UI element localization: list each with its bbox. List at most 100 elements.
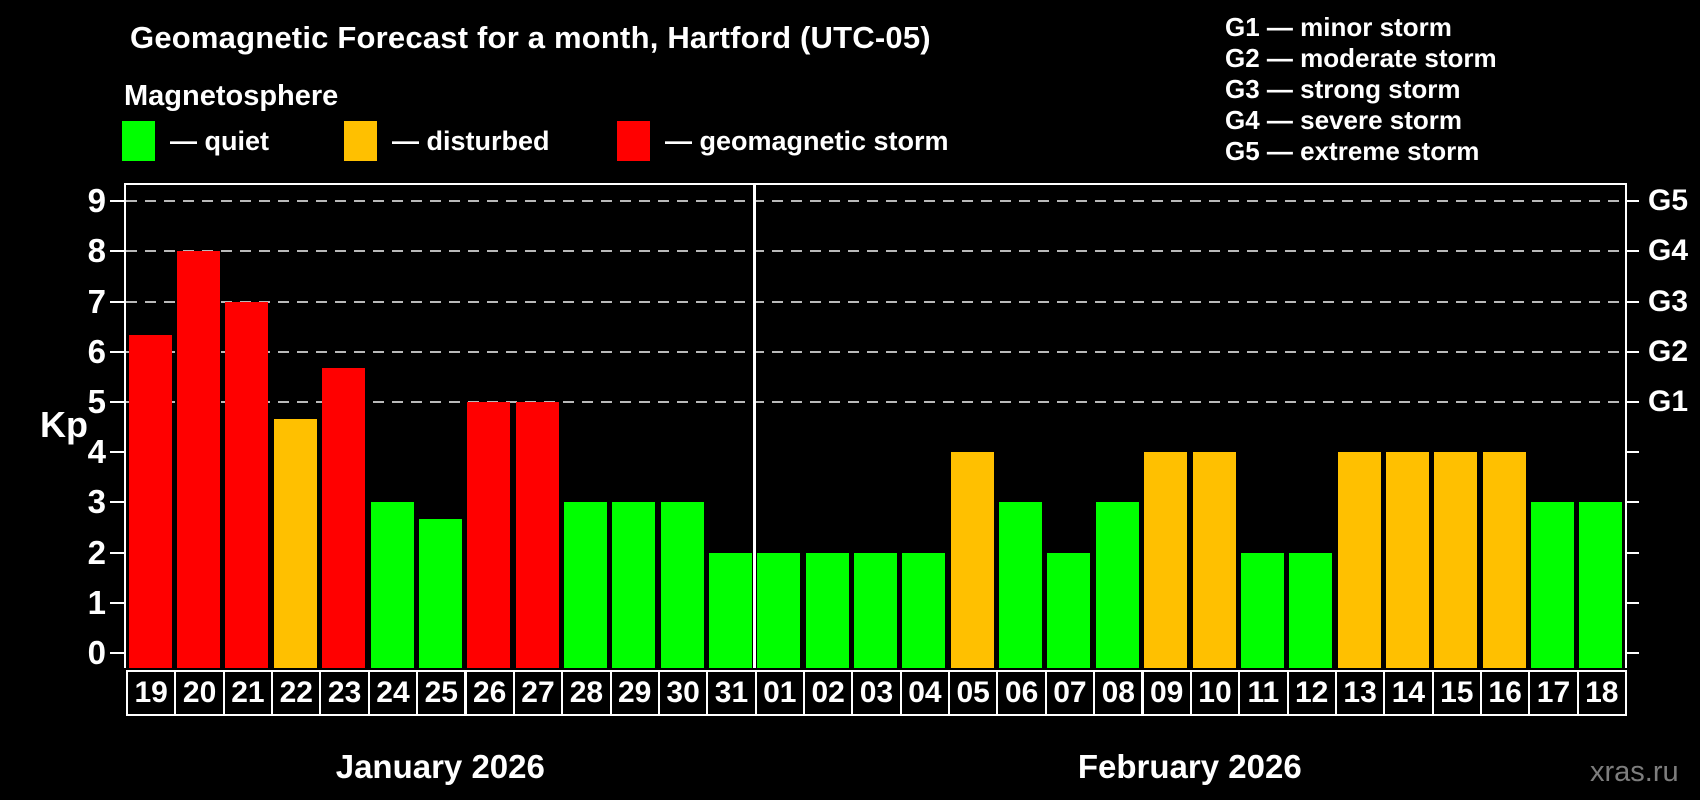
kp-bar-day-08: [1095, 502, 1139, 668]
day-label-21: 21: [222, 670, 274, 716]
right-axis-tick: [1625, 451, 1639, 454]
magnetosphere-subtitle: Magnetosphere: [124, 80, 339, 112]
y-axis-tick: [110, 551, 124, 554]
kp-bar-day-02: [805, 552, 849, 668]
y-axis-tick-label: 1: [87, 583, 106, 621]
day-label-06: 06: [996, 670, 1047, 716]
plot-frame: [124, 183, 1627, 668]
right-axis-tick: [1625, 300, 1639, 303]
day-label-26: 26: [464, 670, 515, 716]
day-label-11: 11: [1238, 670, 1289, 716]
day-label-18: 18: [1576, 670, 1627, 716]
y-axis-tick: [110, 200, 124, 203]
kp-bar-day-04: [902, 552, 946, 668]
day-label-08: 08: [1093, 670, 1144, 716]
kp-bar-day-26: [467, 402, 511, 668]
day-label-27: 27: [512, 670, 564, 716]
kp-bar-day-11: [1240, 552, 1284, 668]
y-axis-tick: [110, 350, 124, 353]
day-label-16: 16: [1479, 670, 1531, 716]
month-label-february: February 2026: [1077, 748, 1302, 785]
day-label-19: 19: [126, 670, 177, 716]
kp-bar-day-15: [1434, 452, 1478, 668]
kp-bar-day-25: [418, 519, 462, 668]
watermark: xras.ru: [1590, 756, 1679, 788]
right-axis-tick: [1625, 551, 1639, 554]
day-label-23: 23: [319, 670, 370, 716]
kp-bar-day-17: [1531, 502, 1574, 668]
y-axis-tick-label: 2: [87, 533, 106, 571]
kp-bar-day-03: [854, 552, 897, 668]
right-axis-label-g3: G3: [1648, 284, 1689, 318]
g-scale-legend: G1 — minor storm G2 — moderate storm G3 …: [1225, 12, 1497, 167]
kp-bar-day-28: [563, 502, 607, 668]
quiet-swatch-icon: [122, 121, 155, 161]
kp-bar-day-29: [612, 502, 656, 668]
y-axis-title: Kp: [40, 404, 88, 445]
y-axis-tick: [110, 401, 124, 403]
day-label-20: 20: [174, 670, 225, 716]
y-axis-tick-label: 0: [87, 634, 106, 671]
disturbed-swatch-icon: [344, 121, 377, 161]
day-label-31: 31: [706, 670, 757, 716]
day-label-01: 01: [754, 670, 805, 716]
right-axis-tick: [1625, 652, 1639, 654]
y-axis-tick: [110, 652, 124, 654]
y-axis-tick: [110, 501, 124, 504]
y-axis-tick-label: 7: [87, 282, 106, 320]
right-axis-label-g1: G1: [1648, 385, 1689, 418]
kp-bar-day-13: [1337, 452, 1381, 668]
day-label-10: 10: [1189, 670, 1241, 716]
gridline-g3: [126, 300, 1625, 303]
kp-bar-day-05: [950, 452, 994, 668]
kp-bar-day-19: [128, 335, 172, 668]
legend-item-label: — quiet: [170, 125, 269, 156]
right-axis-label-g5: G5: [1648, 184, 1689, 218]
kp-bar-day-01: [757, 552, 801, 668]
day-label-30: 30: [657, 670, 709, 716]
legend-item-label: — disturbed: [392, 125, 550, 156]
y-axis-tick: [110, 300, 124, 303]
day-label-07: 07: [1044, 670, 1096, 716]
day-label-04: 04: [899, 670, 951, 716]
kp-bar-day-09: [1144, 452, 1188, 668]
day-label-05: 05: [948, 670, 999, 716]
day-label-13: 13: [1334, 670, 1386, 716]
g-legend-line: G1 — minor storm: [1225, 12, 1452, 42]
day-label-09: 09: [1141, 670, 1192, 716]
kp-bar-day-10: [1192, 452, 1236, 668]
day-label-02: 02: [803, 670, 854, 716]
gridline-g5: [126, 200, 1625, 203]
gridline-g2: [126, 350, 1625, 353]
g-legend-line: G5 — extreme storm: [1225, 136, 1480, 166]
y-axis-tick-label: 8: [87, 232, 106, 270]
month-label-january: January 2026: [335, 748, 545, 785]
kp-bar-day-06: [999, 502, 1043, 668]
y-axis-tick-label: 5: [87, 383, 106, 420]
right-axis-tick: [1625, 250, 1639, 253]
day-label-15: 15: [1431, 670, 1482, 716]
day-label-25: 25: [416, 670, 467, 716]
legend-item-disturbed: — disturbed: [344, 120, 550, 162]
kp-bar-day-27: [515, 402, 559, 668]
kp-bar-day-20: [177, 251, 220, 668]
day-label-17: 17: [1528, 670, 1579, 716]
kp-bar-day-30: [660, 502, 704, 668]
kp-bar-day-22: [273, 418, 317, 668]
kp-bar-day-16: [1482, 452, 1526, 668]
right-axis-tick: [1625, 401, 1639, 403]
g-legend-line: G2 — moderate storm: [1225, 43, 1497, 73]
y-axis-tick: [110, 250, 124, 253]
g-legend-line: G4 — severe storm: [1225, 105, 1463, 135]
y-axis-tick-label: 4: [87, 433, 106, 471]
right-axis-tick: [1625, 200, 1639, 203]
day-label-22: 22: [271, 670, 322, 716]
month-divider: [753, 183, 757, 668]
y-axis-tick: [110, 601, 124, 604]
kp-bar-day-18: [1579, 502, 1623, 668]
g-legend-line: G3 — strong storm: [1225, 74, 1461, 104]
kp-bar-day-21: [225, 301, 269, 668]
legend-item-quiet: — quiet: [122, 120, 269, 162]
